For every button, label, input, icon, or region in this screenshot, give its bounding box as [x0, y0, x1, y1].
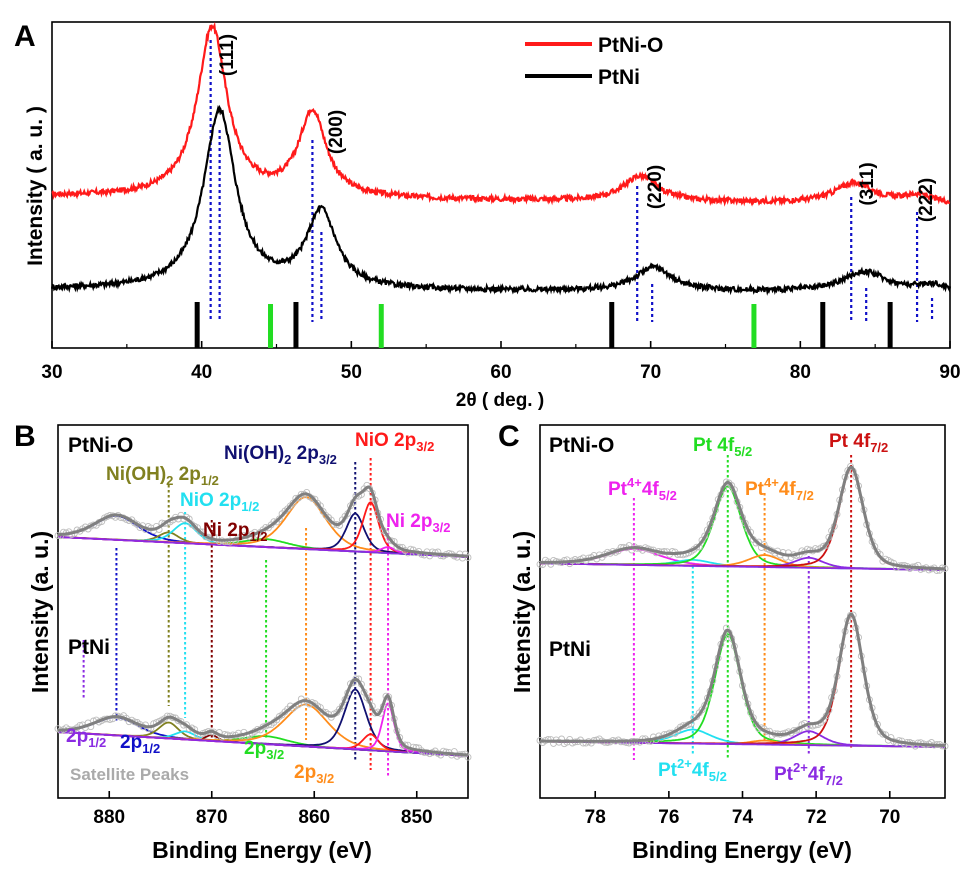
x-tick-label: 30: [41, 362, 62, 383]
series-line-ptni-o: [51, 21, 951, 207]
x-tick-label: 70: [640, 362, 661, 383]
b-label-2p32-satellite-a: 2p3/2: [244, 738, 284, 762]
c-label-pt4-4f72: Pt4+4f7/2: [745, 475, 814, 503]
x-tick-label: 80: [790, 362, 811, 383]
fit-envelope: [57, 677, 469, 757]
fit-envelope: [540, 465, 945, 571]
raw-data-point: [388, 537, 395, 545]
background-line: [57, 731, 469, 757]
reflection-label: (220): [645, 165, 666, 209]
panel-c-letter: C: [498, 420, 520, 453]
x-tick-label: 74: [732, 807, 754, 828]
panel-a-letter: A: [14, 20, 36, 53]
fit-envelope: [57, 485, 469, 558]
reflection-label: (200): [326, 110, 347, 154]
b-label-2p12-satellite-a: 2p1/2: [66, 726, 106, 750]
fit-envelope: [540, 612, 946, 748]
fit-component-green: [539, 633, 945, 748]
c-label-pt-4f72: Pt 4f7/2: [829, 431, 888, 455]
panel-b-frame: [57, 424, 469, 799]
reflection-label: (222): [916, 178, 937, 222]
b-label-nioh2-12: Ni(OH)2 2p1/2: [106, 464, 219, 488]
panel-a-frame: [51, 21, 951, 349]
panel-c-ylabel: Intensity (a. u.): [509, 531, 535, 693]
c-label-pt4-4f52: Pt4+4f5/2: [608, 475, 677, 503]
panel-b-letter: B: [14, 420, 36, 453]
raw-data-point: [879, 730, 887, 738]
reflection-label: (311): [857, 162, 878, 205]
b-label-satellite-peaks: Satellite Peaks: [70, 765, 189, 784]
x-tick-label: 850: [401, 807, 433, 828]
panel-a: 30 40 50 60 70 80 90 (111) (200) (220) (311) (222)…: [14, 20, 961, 411]
x-tick-label: 50: [341, 362, 362, 383]
x-tick-label: 60: [490, 362, 511, 383]
raw-data-point: [693, 543, 701, 551]
x-tick-label: 880: [93, 807, 125, 828]
b-label-nio-12: NiO 2p1/2: [180, 490, 259, 514]
raw-data-point: [352, 675, 360, 683]
x-tick-label: 70: [879, 807, 900, 828]
b-sample-bottom: PtNi: [68, 636, 110, 659]
b-label-ni-12: Ni 2p1/2: [203, 520, 268, 544]
background-line: [540, 562, 945, 571]
c-label-pt2-4f72: Pt2+4f7/2: [774, 760, 843, 788]
reflection-label: (111): [217, 34, 238, 76]
b-label-nio-32: NiO 2p3/2: [355, 430, 434, 454]
c-label-pt2-4f52: Pt2+4f5/2: [658, 756, 727, 784]
b-label-2p12-satellite-b: 2p1/2: [120, 732, 160, 756]
x-tick-label: 870: [196, 807, 228, 828]
b-label-ni-32: Ni 2p3/2: [386, 511, 451, 535]
c-sample-top: PtNi-O: [549, 434, 614, 457]
legend-label-ptni: PtNi: [598, 66, 640, 89]
x-tick-label: 78: [585, 807, 606, 828]
panel-b-xlabel: Binding Energy (eV): [152, 837, 372, 863]
series-line-ptni: [50, 104, 952, 296]
panel-a-xlabel: 2θ ( deg. ): [456, 390, 544, 411]
panel-a-ylabel: Intensity ( a. u. ): [24, 106, 47, 266]
panel-b-ylabel: Intensity (a. u.): [27, 531, 53, 693]
c-sample-bottom: PtNi: [549, 638, 591, 661]
x-tick-label: 40: [191, 362, 212, 383]
x-tick-label: 860: [298, 807, 330, 828]
background-line: [57, 536, 469, 558]
x-tick-label: 76: [658, 807, 679, 828]
b-sample-top: PtNi-O: [68, 434, 133, 457]
x-tick-label: 90: [939, 362, 960, 383]
c-label-pt-4f52: Pt 4f5/2: [693, 435, 752, 459]
panel-b: 880 870 860 850 B Binding Energy (eV) Inten…: [14, 420, 472, 863]
raw-data-point: [464, 554, 472, 561]
legend-label-ptni-o: PtNi-O: [598, 34, 663, 57]
b-label-2p32-satellite-b: 2p3/2: [294, 762, 334, 786]
raw-data-point: [196, 528, 204, 536]
b-label-nioh2-32: Ni(OH)2 2p3/2: [224, 443, 337, 467]
panel-c: 78 76 74 72 70 C Binding Energy (eV) Intensi…: [498, 420, 949, 863]
x-tick-label: 72: [806, 807, 827, 828]
panel-c-xlabel: Binding Energy (eV): [632, 837, 852, 863]
raw-data-point: [275, 515, 283, 523]
